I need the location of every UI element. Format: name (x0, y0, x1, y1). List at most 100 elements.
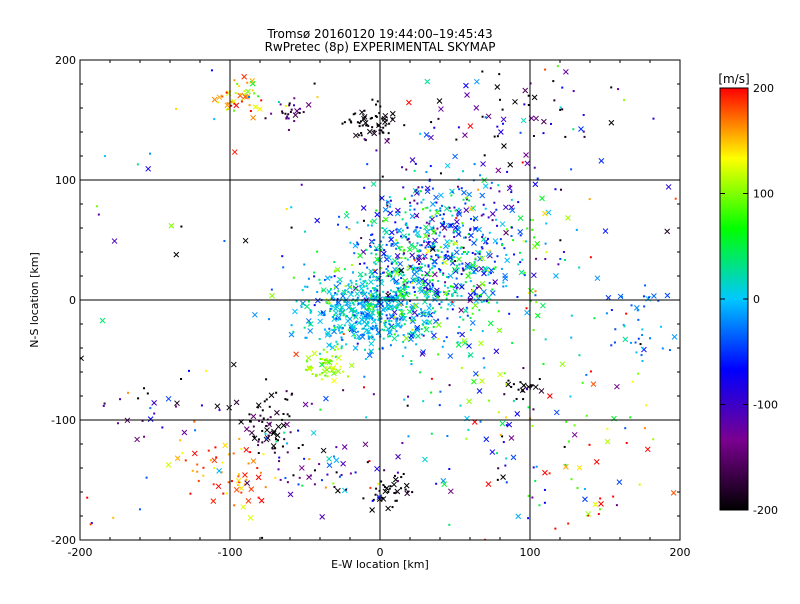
data-point-cross (473, 78, 480, 85)
data-point-dot (403, 323, 406, 326)
data-point-dot (247, 462, 250, 465)
data-point-dot (377, 482, 380, 485)
data-point-dot (401, 442, 404, 445)
data-point-cross (408, 242, 415, 248)
data-point-dot (582, 113, 585, 116)
data-point-dot (202, 466, 205, 469)
data-point-dot (505, 253, 508, 256)
data-point-dot (460, 273, 463, 276)
data-point-dot (239, 93, 242, 96)
data-point-cross (80, 355, 85, 362)
data-point-dot (344, 289, 347, 292)
data-point-cross (333, 457, 340, 464)
data-point-cross (191, 450, 198, 457)
data-point-dot (502, 285, 505, 288)
data-point-dot (470, 290, 473, 293)
data-point-dot (479, 174, 482, 177)
data-point-dot (310, 310, 313, 313)
data-point-dot (501, 435, 504, 438)
data-point-cross (409, 157, 416, 163)
data-point-dot (353, 329, 356, 332)
data-point-dot (538, 377, 541, 380)
data-point-dot (441, 204, 444, 207)
data-point-dot (329, 359, 332, 362)
data-point-cross (389, 110, 396, 117)
data-point-cross (452, 288, 459, 295)
data-point-dot (451, 285, 454, 288)
data-point-dot (374, 324, 377, 327)
data-point-dot (371, 336, 374, 339)
data-point-dot (103, 402, 106, 405)
data-point-dot (415, 343, 418, 346)
data-point-dot (649, 337, 652, 340)
data-point-dot (406, 238, 409, 241)
data-point-dot (469, 280, 472, 283)
data-point-dot (375, 253, 378, 256)
data-point-dot (502, 441, 505, 444)
data-point-dot (436, 337, 439, 340)
data-point-cross (361, 114, 368, 120)
data-point-dot (261, 536, 264, 539)
data-point-dot (412, 286, 415, 289)
data-point-dot (440, 300, 443, 303)
data-point-cross (388, 312, 395, 319)
data-point-dot (179, 439, 182, 442)
data-point-dot (497, 184, 500, 187)
data-point-cross (436, 98, 443, 104)
data-point-cross (425, 248, 431, 254)
data-point-dot (519, 261, 522, 264)
data-point-cross (374, 211, 381, 218)
data-point-dot (212, 483, 215, 486)
data-point-cross (242, 93, 248, 100)
data-point-dot (476, 295, 479, 298)
data-point-cross (598, 158, 605, 164)
data-point-dot (419, 286, 422, 289)
data-point-dot (377, 124, 380, 127)
data-point-dot (379, 240, 382, 243)
data-point-dot (437, 353, 440, 356)
data-point-dot (468, 238, 471, 241)
data-point-dot (610, 344, 613, 347)
data-point-cross (366, 128, 373, 135)
data-point-dot (565, 420, 568, 423)
data-point-cross (385, 505, 391, 512)
data-point-cross (469, 319, 476, 326)
data-point-dot (90, 522, 93, 525)
data-point-dot (434, 232, 437, 235)
data-point-dot (447, 303, 450, 306)
data-point-cross (248, 429, 255, 436)
data-point-dot (365, 317, 368, 320)
data-point-dot (469, 316, 472, 319)
data-point-dot (407, 286, 410, 289)
data-point-dot (387, 275, 390, 278)
data-point-dot (588, 198, 591, 201)
data-point-dot (243, 90, 246, 93)
data-point-dot (353, 315, 356, 318)
data-point-dot (320, 378, 323, 381)
data-point-dot (270, 288, 273, 291)
data-point-dot (389, 236, 392, 239)
data-point-dot (434, 310, 437, 313)
data-point-dot (264, 432, 267, 435)
data-point-dot (196, 470, 199, 473)
data-point-cross (255, 402, 262, 409)
data-point-dot (332, 315, 335, 318)
data-point-dot (473, 261, 476, 264)
data-point-dot (396, 319, 399, 322)
data-point-dot (355, 288, 358, 291)
data-point-dot (386, 317, 389, 320)
data-point-dot (482, 357, 485, 360)
data-point-dot (501, 244, 504, 247)
data-point-cross (360, 205, 367, 211)
data-point-dot (225, 91, 228, 94)
data-point-dot (444, 281, 447, 284)
data-point-dot (359, 284, 362, 287)
data-point-dot (373, 239, 376, 242)
data-point-cross (340, 460, 346, 467)
data-point-dot (476, 374, 479, 377)
data-point-dot (480, 301, 483, 304)
data-point-cross (370, 181, 377, 187)
data-point-dot (385, 268, 388, 271)
data-point-dot (483, 284, 486, 287)
data-point-dot (445, 294, 448, 297)
